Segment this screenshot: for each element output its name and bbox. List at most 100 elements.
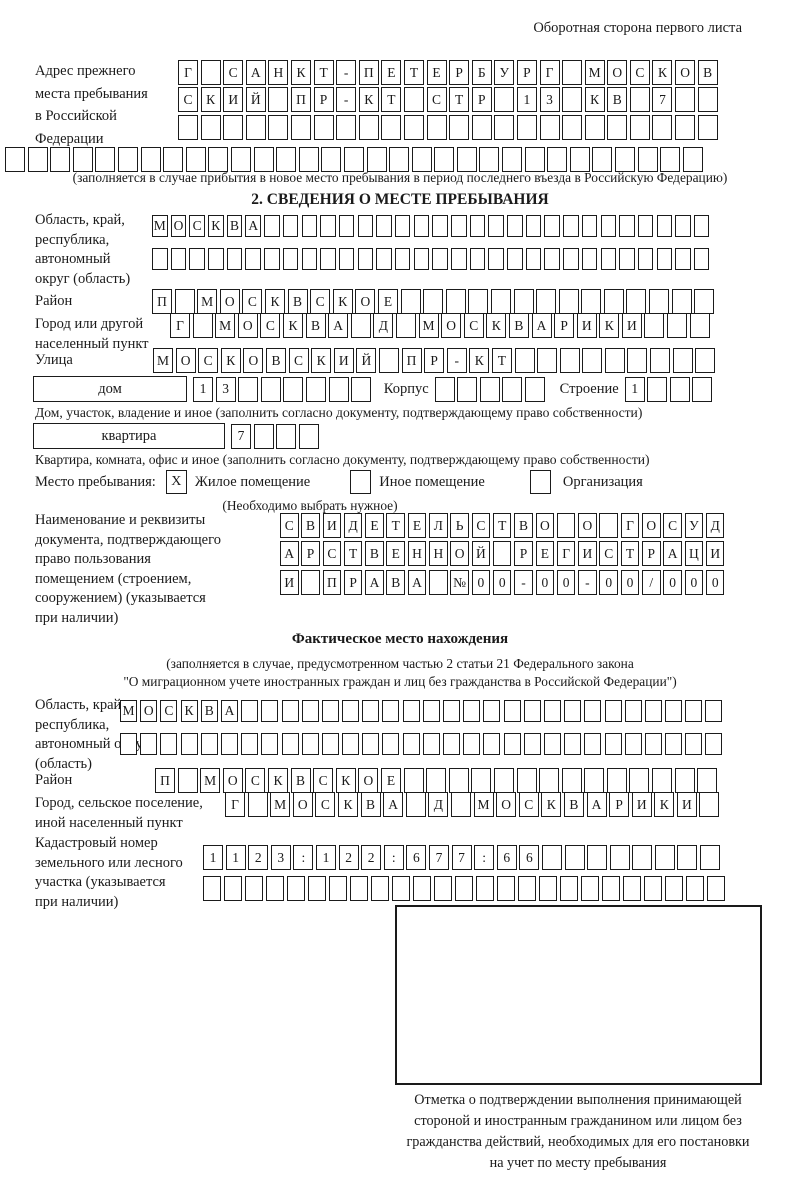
char-cell: 2 xyxy=(361,845,382,870)
char-cell xyxy=(378,348,399,373)
char-cell: Й xyxy=(245,87,266,113)
char-cell xyxy=(434,147,455,172)
char-cell: 6 xyxy=(519,845,540,870)
char-cell xyxy=(647,376,668,402)
char-cell: Р xyxy=(642,541,661,567)
char-cell xyxy=(674,768,695,793)
stroenie-label: Строение xyxy=(559,380,619,397)
char-cell: О xyxy=(450,541,469,567)
char-cell xyxy=(581,876,599,901)
char-cell xyxy=(321,147,342,172)
char-cell xyxy=(281,733,299,755)
char-cell xyxy=(581,289,602,314)
char-cell xyxy=(603,289,624,314)
char-cell: О xyxy=(607,60,628,85)
char-cell xyxy=(120,733,137,755)
char-cell xyxy=(675,248,691,270)
char-cell xyxy=(203,876,221,901)
char-cell: С xyxy=(313,768,334,793)
char-cell: 3 xyxy=(215,376,236,402)
char-cell xyxy=(607,114,628,140)
char-cell xyxy=(513,289,534,314)
char-cell: Е xyxy=(535,541,555,567)
char-cell: - xyxy=(578,569,597,595)
stay-type-checkbox-other xyxy=(350,470,372,494)
char-cell: К xyxy=(311,348,332,373)
char-cell xyxy=(402,700,420,722)
char-cell xyxy=(423,289,444,314)
char-cell: 0 xyxy=(663,569,682,595)
char-cell: Н xyxy=(268,60,289,85)
char-cell xyxy=(395,313,416,338)
char-cell xyxy=(523,700,541,722)
char-cell: : xyxy=(474,845,495,870)
stay-type-checkbox-organization xyxy=(529,470,551,494)
prev-address-note: (заполняется в случае прибытия в новое м… xyxy=(72,170,728,185)
char-cell xyxy=(321,733,339,755)
char-cell xyxy=(544,215,560,237)
char-cell xyxy=(357,248,374,270)
char-cell xyxy=(413,248,430,270)
char-cell xyxy=(564,733,582,755)
char-cell: П xyxy=(322,569,342,595)
char-cell: П xyxy=(290,87,311,113)
char-cell: Г xyxy=(620,513,640,538)
char-cell: 0 xyxy=(684,569,704,595)
char-cell: Р xyxy=(313,87,334,113)
char-cell: Р xyxy=(471,87,492,113)
char-cell: 7 xyxy=(231,423,251,449)
char-cell: Е xyxy=(381,60,402,85)
char-cell xyxy=(469,248,486,270)
char-cell: К xyxy=(337,792,358,817)
char-cell xyxy=(338,248,355,270)
char-cell: Р xyxy=(424,348,445,373)
stamp-caption: Отметка о подтверждении выполнения прини… xyxy=(406,1092,750,1171)
stay-type-checkbox-dwelling: X xyxy=(165,470,187,494)
char-cell xyxy=(682,147,703,172)
char-cell: В xyxy=(301,513,320,538)
char-cell: М xyxy=(270,792,291,817)
char-cell xyxy=(615,147,636,172)
apartment-type-box: квартира xyxy=(33,423,225,449)
actual-region-row-2 xyxy=(120,733,726,755)
char-cell xyxy=(672,348,693,373)
char-cell: К xyxy=(599,313,620,338)
char-cell: К xyxy=(282,313,303,338)
char-cell: К xyxy=(267,768,288,793)
stay-type-option-other: Иное помещение xyxy=(379,473,485,490)
char-cell xyxy=(624,700,642,722)
char-cell: 1 xyxy=(193,376,213,402)
char-cell: О xyxy=(675,60,696,85)
char-cell: 3 xyxy=(539,87,560,113)
char-cell xyxy=(543,733,561,755)
char-cell xyxy=(569,147,590,172)
char-cell: С xyxy=(315,792,336,817)
char-cell xyxy=(305,376,326,402)
document-label: Наименование и реквизиты документа, подт… xyxy=(35,512,221,626)
char-cell xyxy=(445,289,466,314)
char-cell: К xyxy=(654,792,675,817)
char-cell: Р xyxy=(554,313,575,338)
char-cell: А xyxy=(280,541,299,567)
char-cell: Е xyxy=(426,60,447,85)
char-cell xyxy=(260,376,281,402)
char-cell xyxy=(281,700,299,722)
char-cell xyxy=(650,348,671,373)
char-cell: К xyxy=(469,348,490,373)
char-cell xyxy=(693,248,710,270)
char-cell: О xyxy=(441,313,462,338)
char-cell: 1 xyxy=(225,845,246,870)
char-cell xyxy=(429,569,448,595)
char-cell xyxy=(5,147,25,172)
char-cell: И xyxy=(705,541,725,567)
char-cell: 3 xyxy=(270,845,291,870)
char-cell xyxy=(675,114,696,140)
char-cell xyxy=(230,147,251,172)
char-cell: И xyxy=(621,313,642,338)
char-cell: 7 xyxy=(428,845,449,870)
